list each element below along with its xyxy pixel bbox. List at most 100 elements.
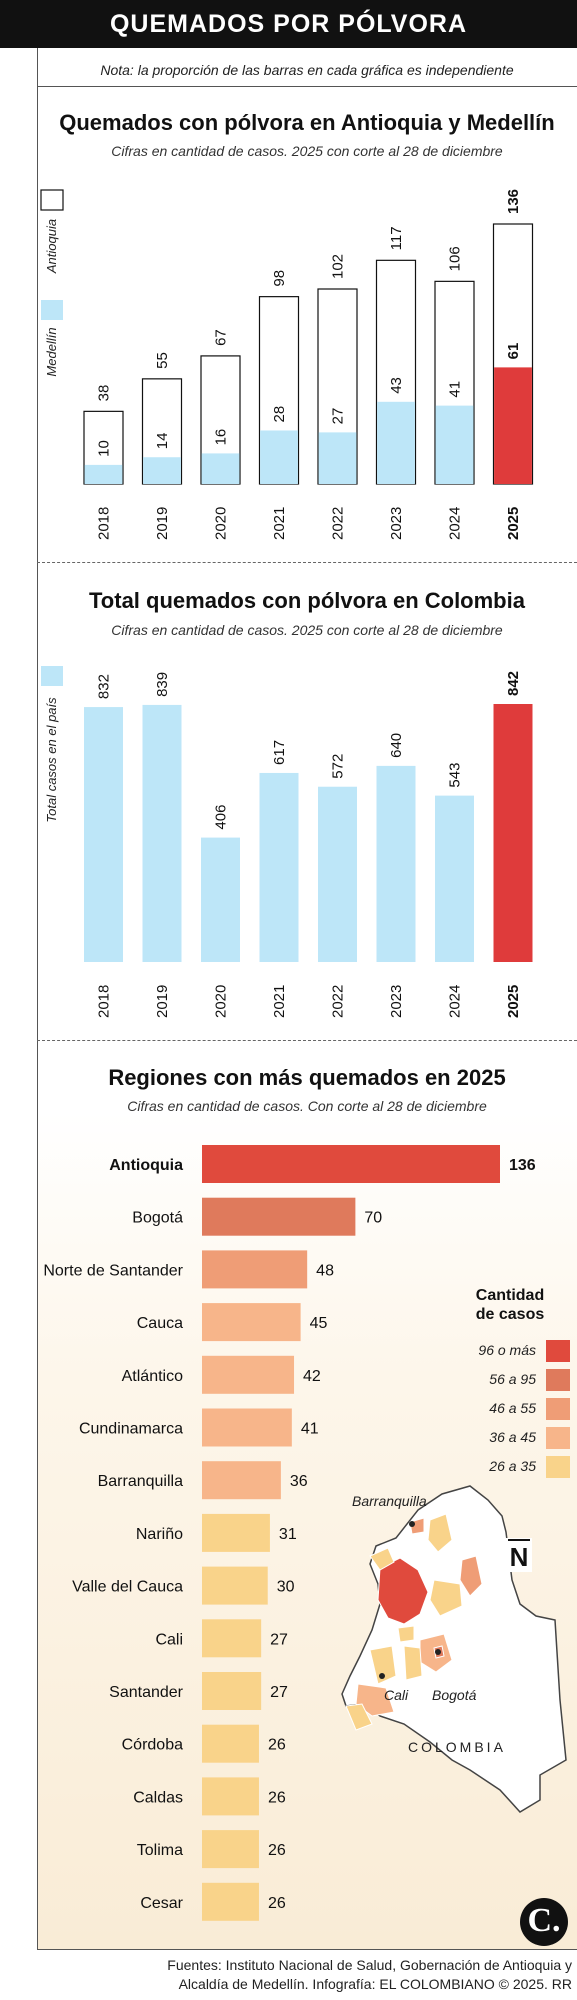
legend-item-26: 26 a 35: [420, 1456, 570, 1478]
legend-label: 36 a 45: [489, 1429, 536, 1445]
region-label-12: Caldas: [133, 1789, 183, 1806]
tick-label-2022: 2022: [330, 507, 347, 540]
legend-swatch: [546, 1369, 570, 1391]
region-value-2: 48: [316, 1262, 334, 1279]
region-label-2: Norte de Santander: [43, 1262, 183, 1279]
region-label-0: Antioquia: [109, 1157, 183, 1174]
region-value-9: 27: [270, 1631, 288, 1648]
value-label-antioquia-2019: 55: [154, 352, 171, 369]
legend-label: 56 a 95: [489, 1371, 536, 1387]
sources-line1: Fuentes: Instituto Nacional de Salud, Go…: [167, 1957, 572, 1973]
region-value-11: 26: [268, 1737, 286, 1754]
page-title: QUEMADOS POR PÓLVORA: [0, 0, 577, 48]
region-label-3: Cauca: [137, 1315, 183, 1332]
chart3-subtitle: Cifras en cantidad de casos. Con corte a…: [127, 1098, 487, 1114]
section-divider-1: [37, 562, 577, 563]
bar-region-6: [202, 1461, 281, 1500]
sources-line2: Alcaldía de Medellín. Infografía: EL COL…: [178, 1976, 572, 1992]
value-label-medellin-2021: 28: [271, 406, 288, 423]
city-dot-cali: [379, 1673, 385, 1679]
chart3-title: Regiones con más quemados en 2025: [108, 1065, 506, 1090]
value-label-total-2020: 406: [213, 805, 230, 830]
legend-label-medellin: Medellín: [44, 327, 59, 376]
bar-region-8: [202, 1566, 268, 1605]
country-label: COLOMBIA: [408, 1739, 506, 1755]
region-value-0: 136: [509, 1157, 536, 1174]
value-label-antioquia-2025: 136: [505, 189, 522, 214]
value-label-total-2019: 839: [154, 672, 171, 697]
value-label-medellin-2023: 43: [388, 377, 405, 394]
city-label-bogota: Bogotá: [432, 1687, 477, 1703]
tick-label-2018: 2018: [96, 985, 113, 1018]
legend-swatch-total: [41, 666, 63, 686]
map-region-norte-santander: [459, 1555, 483, 1597]
region-label-11: Córdoba: [122, 1737, 183, 1754]
city-dot-bogota: [435, 1649, 441, 1655]
el-colombiano-logo: C.: [520, 1898, 568, 1946]
sources: Fuentes: Instituto Nacional de Salud, Go…: [0, 1956, 572, 1994]
value-label-total-2018: 832: [96, 674, 113, 699]
value-label-medellin-2018: 10: [96, 440, 113, 457]
bar-total-2020: [201, 837, 240, 962]
value-label-antioquia-2022: 102: [330, 254, 347, 279]
tick-label-2024: 2024: [447, 507, 464, 540]
north-arrow-icon: N: [510, 1542, 529, 1572]
legend-label: 46 a 55: [489, 1400, 536, 1416]
legend-title-line1: Cantidad: [475, 1287, 545, 1304]
legend-swatch: [546, 1427, 570, 1449]
bar-region-0: [202, 1145, 500, 1183]
tick-label-2021: 2021: [271, 507, 288, 540]
legend-swatch-antioquia: [40, 189, 64, 211]
region-label-10: Santander: [109, 1684, 184, 1701]
bar-region-5: [202, 1408, 292, 1447]
bar-total-2023: [376, 765, 416, 962]
value-label-total-2022: 572: [330, 754, 347, 779]
value-label-antioquia-2023: 117: [388, 226, 405, 250]
region-label-1: Bogotá: [132, 1210, 183, 1227]
map-region-caldas: [397, 1625, 415, 1643]
tick-label-2019: 2019: [154, 985, 171, 1018]
bar-medellin-2020: [201, 453, 240, 484]
legend-swatch: [546, 1456, 570, 1478]
tick-label-2022: 2022: [330, 985, 347, 1018]
map-region-valle: [369, 1645, 397, 1685]
tick-label-2025: 2025: [505, 507, 522, 540]
bar-medellin-2024: [435, 405, 474, 484]
tick-label-2023: 2023: [388, 985, 405, 1018]
value-label-total-2025: 842: [505, 671, 522, 696]
section-divider-2: [37, 1040, 577, 1041]
region-label-6: Barranquilla: [98, 1473, 183, 1490]
map-region-santander: [429, 1579, 463, 1617]
tick-label-2024: 2024: [447, 985, 464, 1018]
bar-total-2022: [318, 786, 357, 962]
value-label-total-2024: 543: [447, 763, 464, 788]
region-value-8: 30: [277, 1579, 295, 1596]
region-label-9: Cali: [155, 1631, 183, 1648]
city-label-barranquilla: Barranquilla: [352, 1493, 427, 1509]
bar-region-1: [202, 1197, 356, 1236]
bar-medellin-2023: [377, 401, 415, 484]
chart1-subtitle: Cifras en cantidad de casos. 2025 con co…: [111, 143, 503, 159]
chart2-title: Total quemados con pólvora en Colombia: [89, 588, 525, 613]
region-label-14: Cesar: [140, 1895, 183, 1912]
value-label-antioquia-2018: 38: [96, 385, 113, 402]
map-region-cordoba: [369, 1547, 395, 1571]
tick-label-2019: 2019: [154, 507, 171, 540]
bar-medellin-2018: [84, 464, 123, 484]
bar-total-2025: [493, 704, 533, 962]
tick-label-2020: 2020: [213, 985, 230, 1018]
bar-region-12: [202, 1777, 259, 1816]
region-value-4: 42: [303, 1368, 321, 1385]
bar-medellin-2025: [494, 367, 532, 484]
value-label-antioquia-2020: 67: [213, 329, 230, 346]
city-dot-barranquilla: [409, 1521, 415, 1527]
tick-label-2020: 2020: [213, 507, 230, 540]
legend-item-96: 96 o más: [420, 1340, 570, 1362]
bar-total-2019: [142, 704, 182, 962]
map-region-antioquia: [377, 1557, 429, 1625]
bar-region-13: [202, 1830, 259, 1869]
tick-label-2018: 2018: [96, 507, 113, 540]
north-arrow-box: [506, 1538, 532, 1572]
